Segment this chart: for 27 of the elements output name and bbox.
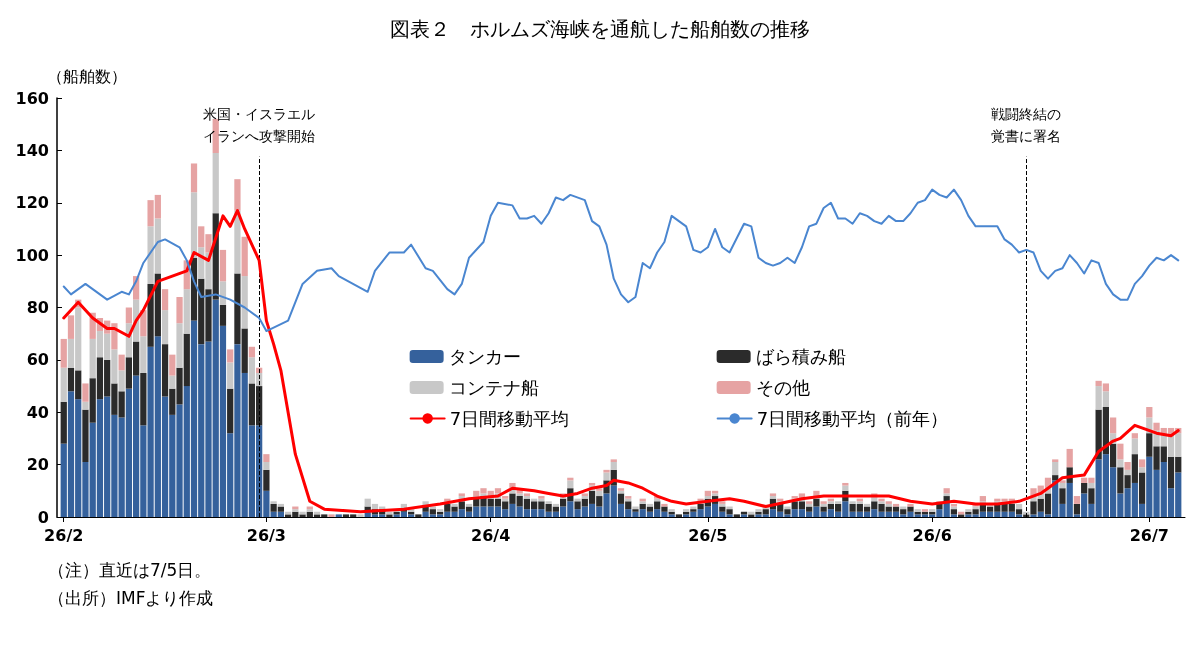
ref-line-label: 米国・イスラエルイランへ攻撃開始 [203,105,316,144]
y-tick-label: 40 [26,402,49,422]
ref-line-label: 戦闘終結の覚書に署名 [991,105,1062,144]
x-tick-label: 26/3 [246,525,287,545]
x-tick-label: 26/5 [688,525,728,545]
y-tick-label: 100 [15,245,49,265]
legend-label: 7日間移動平均 [449,407,570,429]
text: （出所）IMFより作成 [48,587,214,608]
y-tick-label: 80 [26,298,49,317]
legend-label: タンカー [448,345,521,367]
legend-label: コンテナ船 [448,376,539,398]
x-tick-label: 26/7 [1129,525,1169,545]
x-tick-label: 26/4 [471,525,511,545]
y-tick-label: 60 [26,350,49,370]
y-tick-label: 20 [26,455,49,475]
y-tick-label: 160 [15,88,49,108]
text: （注）直近は7/5日。 [48,559,212,580]
x-tick-label: 26/2 [44,525,84,545]
y-tick-label: 140 [15,140,49,160]
legend-label: その他 [755,376,810,398]
y-tick-label: 0 [37,507,49,527]
x-tick-label: 26/6 [912,525,952,545]
y-tick-label: 120 [15,193,49,213]
legend-label: 7日間移動平均（前年） [756,407,949,429]
legend-label: ばら積み船 [755,345,846,367]
chart-title: 図表２ ホルムズ海峡を通航した船舶数の推移 [390,17,810,41]
y-axis-title: （船舶数） [47,66,127,86]
